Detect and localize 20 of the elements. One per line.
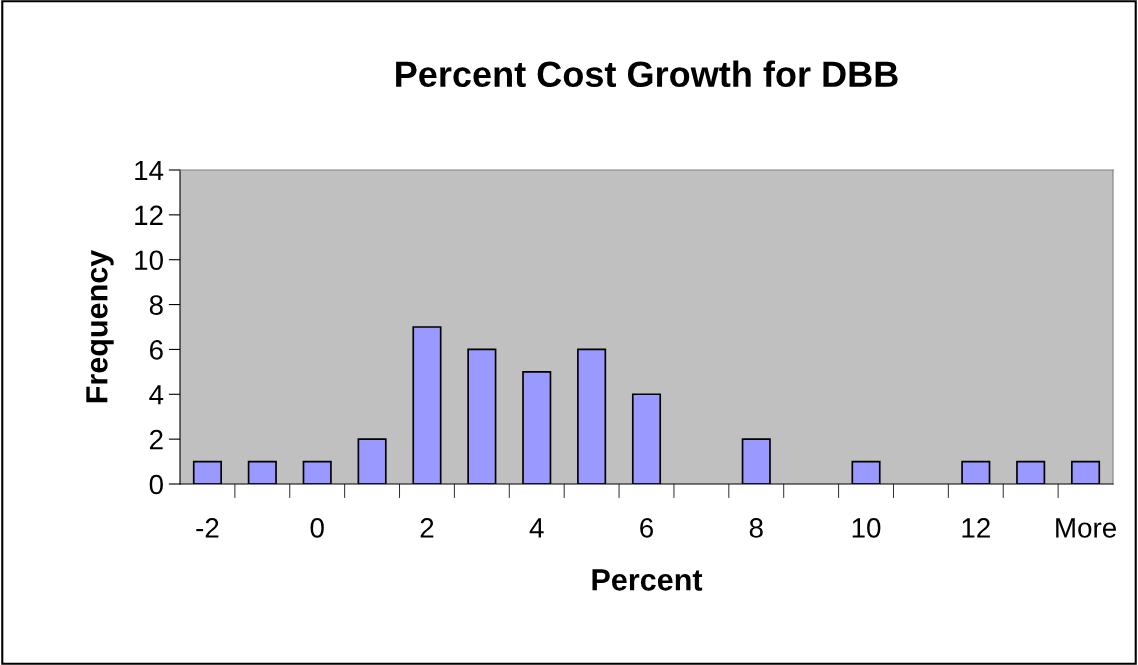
y-tick-label: 14 [135,160,164,181]
x-axis-title: Percent [592,569,703,591]
x-tick-label: 10 [852,518,881,538]
y-tick-label: 6 [149,340,163,360]
x-tick-label: -2 [196,518,219,538]
y-tick-label: 0 [149,474,163,495]
y-tick-label: 12 [135,205,163,225]
x-tick-label: 8 [749,518,763,538]
chart-title: Percent Cost Growth for DBB [396,60,898,88]
y-tick-label: 4 [149,385,164,405]
y-tick-label: 2 [149,429,163,450]
x-tick-label: 2 [420,518,434,538]
x-tick-label: 12 [962,518,990,538]
x-tick-label: 4 [529,518,544,538]
x-tick-label: More [1056,518,1116,538]
x-tick-label: 6 [640,518,653,538]
y-tick-label: 10 [135,250,163,271]
y-axis-title: Frequency [86,249,114,403]
y-tick-label: 8 [149,295,163,315]
x-tick-label: 0 [310,518,324,538]
